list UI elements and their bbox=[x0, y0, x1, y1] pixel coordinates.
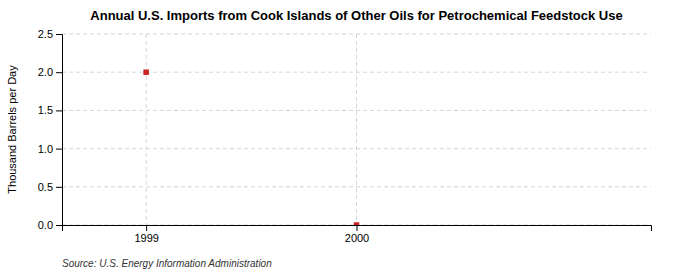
grid-line-y bbox=[62, 72, 651, 73]
y-axis-label: Thousand Barrels per Day bbox=[6, 65, 18, 194]
y-tick: 2.5 bbox=[38, 28, 62, 40]
source: Source: U.S. Energy Information Administ… bbox=[62, 258, 272, 269]
point bbox=[143, 69, 148, 74]
grid-line-x bbox=[356, 34, 357, 225]
chart: 1999 2000 0.0 0.5 1.0 1.5 2.0 2.5 Annual U.S. Im… bbox=[0, 0, 675, 275]
plot: 1999 2000 0.0 0.5 1.0 1.5 2.0 2.5 bbox=[38, 28, 652, 244]
x-tick-mark bbox=[146, 225, 147, 231]
x-axis: 1999 2000 bbox=[63, 225, 652, 244]
points bbox=[143, 69, 359, 225]
y-tick-mark bbox=[56, 110, 62, 111]
y-tick: 2.0 bbox=[38, 66, 62, 78]
x-tick-label: 1999 bbox=[134, 232, 158, 244]
y-tick: 1.5 bbox=[38, 104, 62, 116]
x-tick: 1999 bbox=[134, 225, 158, 244]
grid-line-y bbox=[62, 186, 651, 187]
x-tick-mark bbox=[357, 225, 358, 231]
y-tick-mark bbox=[56, 187, 62, 188]
grid-line-y bbox=[62, 110, 651, 111]
grid bbox=[62, 34, 651, 225]
y-tick-label: 0.5 bbox=[38, 181, 53, 193]
x-axis-line bbox=[63, 226, 652, 232]
y-tick-label: 2.0 bbox=[38, 66, 53, 78]
y-tick-mark bbox=[56, 34, 62, 35]
y-tick-label: 2.5 bbox=[38, 28, 53, 40]
y-axis: 0.0 0.5 1.0 1.5 2.0 2.5 bbox=[38, 28, 63, 231]
y-axis-line bbox=[56, 35, 63, 226]
y-tick-label: 1.5 bbox=[38, 104, 53, 116]
x-tick-label: 2000 bbox=[345, 232, 369, 244]
y-tick: 0.0 bbox=[38, 219, 62, 231]
y-tick: 1.0 bbox=[38, 143, 62, 155]
grid-line-x bbox=[146, 34, 147, 225]
y-tick-label: 1.0 bbox=[38, 143, 53, 155]
point bbox=[354, 222, 359, 225]
y-tick-label: 0.0 bbox=[38, 219, 53, 231]
title: Annual U.S. Imports from Cook Islands of… bbox=[90, 8, 622, 23]
y-tick-mark bbox=[56, 72, 62, 73]
y-tick-mark bbox=[56, 149, 62, 150]
grid-line-y bbox=[62, 148, 651, 149]
y-tick: 0.5 bbox=[38, 181, 62, 193]
x-tick: 2000 bbox=[345, 225, 369, 244]
grid-line-y bbox=[62, 34, 651, 35]
y-tick-mark bbox=[56, 225, 62, 226]
